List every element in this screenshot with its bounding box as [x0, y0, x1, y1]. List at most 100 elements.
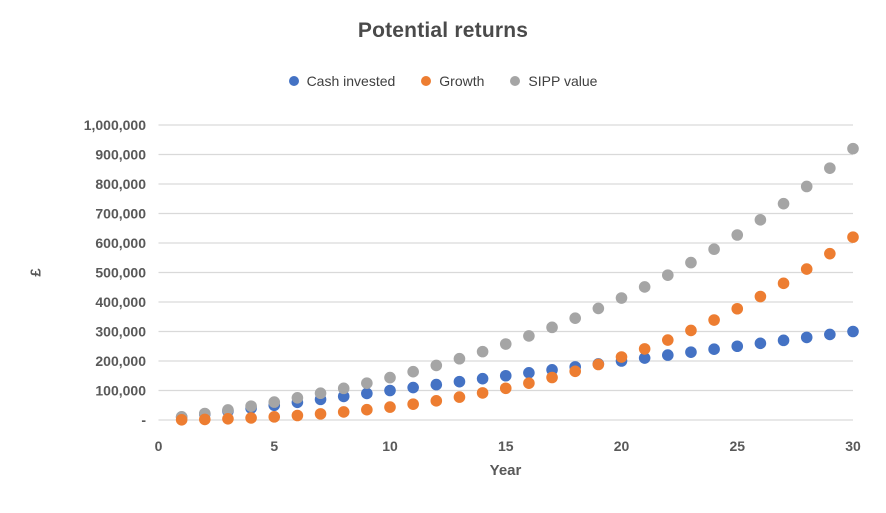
x-tick-label: 15	[498, 438, 514, 454]
data-point-sipp-value	[268, 396, 281, 408]
data-point-growth	[499, 382, 512, 395]
legend-item-sipp-value: SIPP value	[510, 73, 597, 89]
data-point-growth	[453, 391, 466, 403]
data-point-growth	[291, 409, 304, 422]
data-point-sipp-value	[847, 142, 859, 155]
chart-legend: Cash invested Growth SIPP value	[0, 73, 886, 89]
y-tick-label: 800,000	[95, 176, 146, 192]
data-point-sipp-value	[222, 404, 234, 416]
data-point-growth	[847, 231, 859, 243]
data-point-growth	[199, 413, 211, 426]
data-point-sipp-value	[592, 302, 605, 315]
data-point-growth	[662, 334, 674, 346]
data-point-sipp-value	[685, 256, 697, 269]
data-point-sipp-value	[499, 338, 512, 350]
data-point-cash-invested	[708, 343, 720, 356]
x-tick-label: 20	[614, 438, 630, 454]
data-point-sipp-value	[615, 292, 628, 304]
data-point-sipp-value	[291, 392, 304, 404]
data-point-growth	[615, 351, 628, 363]
data-point-sipp-value	[708, 243, 720, 256]
data-point-growth	[708, 314, 720, 326]
data-point-growth	[592, 358, 605, 371]
data-point-sipp-value	[361, 377, 373, 389]
data-point-sipp-value	[546, 321, 558, 334]
data-point-cash-invested	[361, 387, 373, 400]
data-point-sipp-value	[314, 387, 327, 400]
data-point-sipp-value	[384, 371, 396, 384]
data-point-cash-invested	[476, 372, 489, 385]
data-point-growth	[569, 365, 581, 378]
data-point-sipp-value	[731, 229, 744, 241]
data-point-growth	[337, 406, 350, 418]
legend-marker-circle-icon	[421, 76, 432, 86]
data-point-sipp-value	[638, 281, 651, 293]
chart-title: Potential returns	[357, 19, 529, 42]
data-point-sipp-value	[754, 214, 767, 226]
data-point-sipp-value	[337, 382, 350, 395]
x-tick-label: 0	[155, 438, 163, 454]
data-point-sipp-value	[407, 365, 419, 378]
data-point-sipp-value	[777, 197, 790, 210]
data-point-growth	[546, 371, 558, 384]
x-tick-label: 10	[382, 438, 398, 454]
y-tick-label: 600,000	[95, 235, 146, 251]
y-tick-label: 500,000	[95, 265, 146, 281]
legend-item-cash-invested: Cash invested	[288, 73, 396, 89]
legend-marker-circle-icon	[288, 76, 299, 86]
legend-label: Cash invested	[306, 73, 396, 89]
y-axis-title: £	[27, 268, 45, 277]
data-point-cash-invested	[638, 352, 651, 364]
data-point-growth	[361, 403, 373, 416]
data-point-growth	[824, 247, 836, 260]
data-point-growth	[523, 377, 535, 389]
legend-marker-circle-icon	[510, 76, 521, 86]
data-point-growth	[638, 343, 651, 355]
legend-label: Growth	[439, 73, 485, 89]
data-point-sipp-value	[476, 345, 489, 358]
data-point-growth	[222, 412, 234, 425]
data-point-sipp-value	[824, 162, 836, 174]
data-point-sipp-value	[430, 359, 443, 372]
data-point-cash-invested	[847, 325, 859, 338]
y-tick-label: 200,000	[95, 353, 146, 369]
legend-item-growth: Growth	[421, 73, 484, 89]
data-point-growth	[314, 408, 327, 420]
x-axis-title: Year	[489, 462, 522, 479]
data-point-growth	[407, 398, 419, 410]
data-point-sipp-value	[453, 352, 466, 365]
data-point-cash-invested	[777, 334, 790, 347]
data-point-cash-invested	[407, 381, 419, 394]
x-tick-label: 5	[270, 438, 278, 454]
data-point-growth	[754, 290, 767, 303]
y-tick-label: 300,000	[95, 324, 146, 340]
data-point-growth	[476, 387, 489, 399]
data-point-growth	[175, 414, 188, 426]
data-point-cash-invested	[824, 328, 836, 341]
data-point-cash-invested	[800, 331, 813, 344]
data-point-cash-invested	[523, 367, 535, 379]
data-point-growth	[430, 395, 443, 407]
data-point-growth	[777, 277, 790, 290]
y-tick-label: 100,000	[95, 383, 146, 399]
data-point-cash-invested	[430, 378, 443, 391]
data-point-cash-invested	[731, 340, 744, 353]
data-point-growth	[268, 411, 281, 423]
data-point-growth	[731, 302, 744, 315]
data-point-growth	[685, 324, 697, 337]
data-point-sipp-value	[245, 400, 257, 412]
y-tick-label: -	[141, 412, 146, 428]
data-point-cash-invested	[685, 346, 697, 358]
y-tick-label: 900,000	[95, 147, 146, 163]
data-point-cash-invested	[384, 384, 396, 397]
data-point-sipp-value	[523, 330, 535, 342]
data-point-sipp-value	[800, 180, 813, 193]
data-point-growth	[800, 263, 813, 275]
x-tick-label: 25	[729, 438, 745, 454]
data-point-cash-invested	[453, 375, 466, 388]
data-point-cash-invested	[754, 337, 767, 350]
data-point-cash-invested	[662, 349, 674, 361]
y-tick-label: 700,000	[95, 206, 146, 222]
